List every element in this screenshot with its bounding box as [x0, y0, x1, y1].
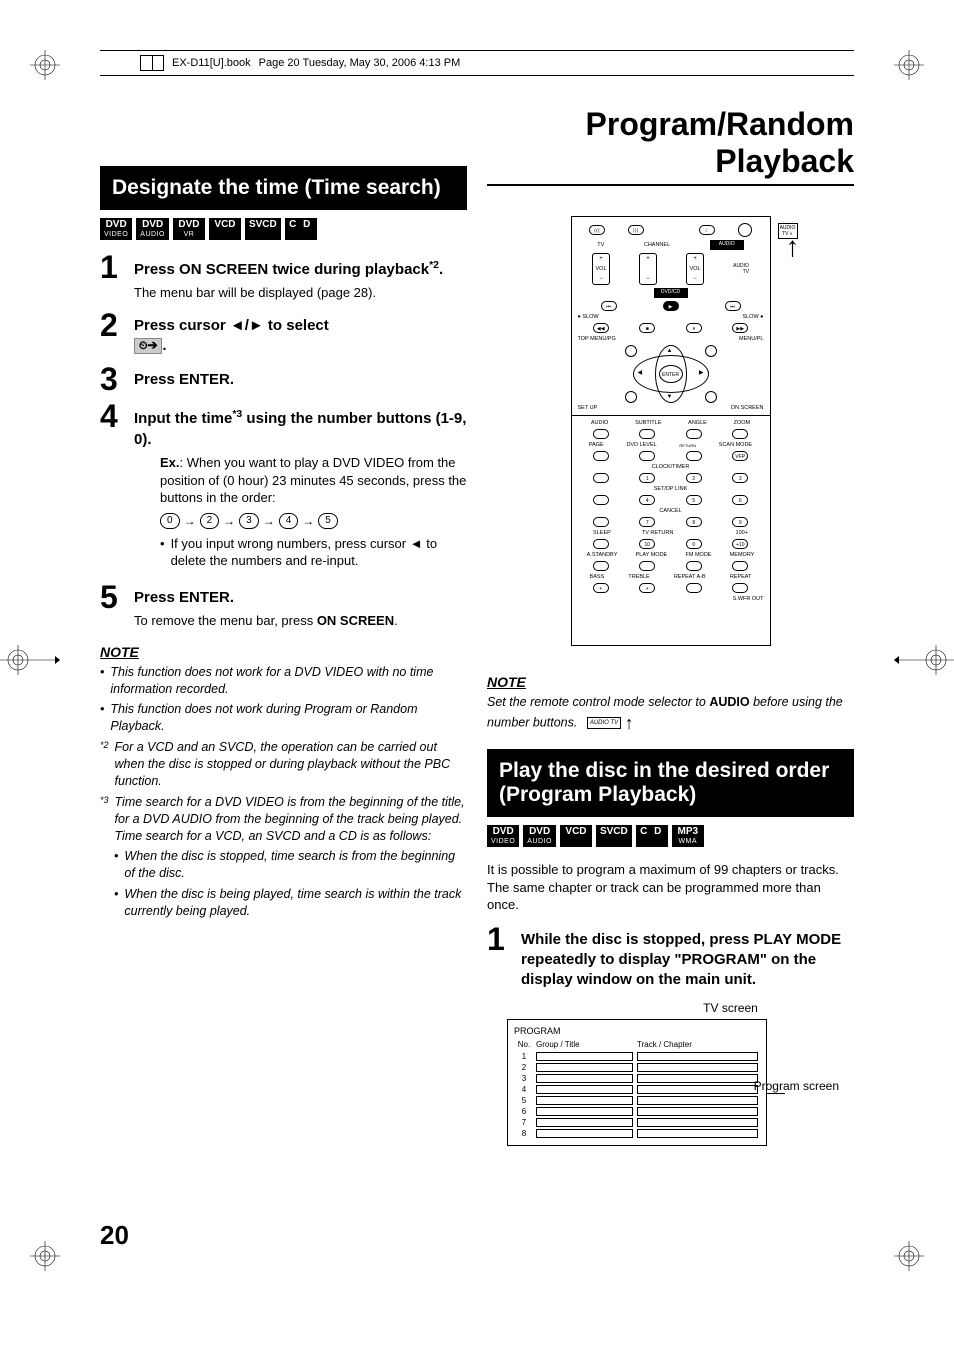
- format-badge: MP3WMA: [672, 825, 704, 847]
- program-screen-label: Program screen: [754, 1079, 839, 1093]
- arrow-up-icon: ↑: [786, 231, 800, 263]
- crop-mark-tr: [894, 50, 924, 80]
- format-badge: DVDVIDEO: [100, 218, 132, 240]
- format-badge: VCD: [560, 825, 592, 847]
- tv-screen: PROGRAM No. Group / Title Track / Chapte…: [507, 1019, 767, 1146]
- step-2-1: 1 While the disc is stopped, press PLAY …: [487, 926, 854, 991]
- number-button-icon: 3: [239, 513, 259, 529]
- crop-mark-left: [0, 640, 60, 670]
- number-button-icon: 4: [279, 513, 299, 529]
- format-badge: SVCD: [245, 218, 281, 240]
- table-row: 3: [514, 1073, 760, 1084]
- format-badge: C D: [285, 218, 317, 240]
- step-main: Press ENTER.: [134, 371, 234, 388]
- note-item: *3Time search for a DVD VIDEO is from th…: [100, 794, 467, 845]
- step-number: 1: [100, 254, 124, 281]
- step: 4 Input the time*3 using the number butto…: [100, 403, 467, 573]
- step-body: Press ENTER. To remove the menu bar, pres…: [134, 584, 467, 630]
- section2-intro: It is possible to program a maximum of 9…: [487, 861, 854, 914]
- step-body: Input the time*3 using the number button…: [134, 403, 467, 573]
- step-main: Press ENTER.: [134, 589, 234, 606]
- step-number: 3: [100, 366, 124, 393]
- crop-mark-bl: [30, 1241, 60, 1271]
- table-row: 2: [514, 1062, 760, 1073]
- format-badge: C D: [636, 825, 668, 847]
- step-number: 1: [487, 926, 511, 953]
- crop-mark-br: [894, 1241, 924, 1271]
- mode-selector-icon-small: AUDIO TV: [587, 717, 621, 729]
- step-example: Ex.: When you want to play a DVD VIDEO f…: [160, 454, 467, 507]
- note-item: *2For a VCD and an SVCD, the operation c…: [100, 739, 467, 790]
- step-body: Press ENTER.: [134, 366, 467, 390]
- crop-mark-right: [894, 640, 954, 670]
- format-badge: DVDVR: [173, 218, 205, 240]
- step-number: 2: [100, 312, 124, 339]
- table-row: 4: [514, 1084, 760, 1095]
- step-body: Press cursor ◄/► to select ⏲➔.: [134, 312, 467, 357]
- section1-heading: Designate the time (Time search): [100, 166, 467, 210]
- book-icon: [140, 55, 164, 71]
- right-column: Program/Random Playback AUDIO TV ◐ ↑ ⟨⟨⟨…: [487, 106, 854, 1146]
- number-button-icon: 2: [200, 513, 220, 529]
- note-heading: NOTE: [100, 644, 467, 660]
- left-column: Designate the time (Time search) DVDVIDE…: [100, 106, 467, 1146]
- format-badge: DVDAUDIO: [523, 825, 556, 847]
- header-filename: EX-D11[U].book: [172, 57, 251, 69]
- step-sub: To remove the menu bar, press ON SCREEN.: [134, 612, 467, 630]
- format-badge: DVDAUDIO: [136, 218, 169, 240]
- note-list: •This function does not work for a DVD V…: [100, 664, 467, 920]
- table-row: 1: [514, 1051, 760, 1062]
- number-button-icon: 0: [160, 513, 180, 529]
- step: 3 Press ENTER.: [100, 366, 467, 393]
- format-badge: VCD: [209, 218, 241, 240]
- step-bullet-list: If you input wrong numbers, press cursor…: [160, 535, 467, 570]
- remote-note-heading: NOTE: [487, 674, 854, 690]
- note-item: •This function does not work during Prog…: [100, 701, 467, 735]
- step-main: While the disc is stopped, press PLAY MO…: [521, 931, 841, 989]
- step-main: Press cursor ◄/► to select ⏲➔.: [134, 317, 329, 354]
- page-title: Program/Random Playback: [487, 106, 854, 180]
- remote-note-text: Set the remote control mode selector to …: [487, 694, 854, 735]
- time-goto-icon: ⏲➔: [134, 338, 162, 355]
- step-sub: The menu bar will be displayed (page 28)…: [134, 284, 467, 302]
- step: 1 Press ON SCREEN twice during playback*2…: [100, 254, 467, 302]
- format-badge: DVDVIDEO: [487, 825, 519, 847]
- arrow-up-icon-small: ↑: [625, 713, 634, 733]
- section1-badges: DVDVIDEODVDAUDIODVDVRVCDSVCDC D: [100, 218, 467, 240]
- section2-badges: DVDVIDEODVDAUDIOVCDSVCDC DMP3WMA: [487, 825, 854, 847]
- crop-mark-tl: [30, 50, 60, 80]
- table-row: 8: [514, 1128, 760, 1139]
- tv-screen-label: TV screen: [607, 1001, 854, 1015]
- step-body: Press ON SCREEN twice during playback*2.…: [134, 254, 467, 302]
- header-meta: EX-D11[U].book Page 20 Tuesday, May 30, …: [100, 50, 854, 76]
- table-row: 7: [514, 1117, 760, 1128]
- title-rule: [487, 184, 854, 186]
- step-number: 5: [100, 584, 124, 611]
- step: 5 Press ENTER. To remove the menu bar, pre…: [100, 584, 467, 630]
- step-number: 4: [100, 403, 124, 430]
- step-main: Press ON SCREEN twice during playback*2.: [134, 261, 443, 278]
- format-badge: SVCD: [596, 825, 632, 847]
- note-subitem: •When the disc is stopped, time search i…: [114, 848, 467, 882]
- program-label: PROGRAM: [514, 1026, 760, 1036]
- section2-heading: Play the disc in the desired order (Prog…: [487, 749, 854, 817]
- button-sequence: 0→2→3→4→5: [160, 513, 467, 529]
- note-subitem: •When the disc is being played, time sea…: [114, 886, 467, 920]
- remote-diagram: AUDIO TV ◐ ↑ ⟨⟨⟨⟩⟩⟩☾ TVCHANNELAUDIO +VOL…: [571, 216, 771, 646]
- table-row: 5: [514, 1095, 760, 1106]
- header-pageinfo: Page 20 Tuesday, May 30, 2006 4:13 PM: [259, 57, 461, 69]
- program-table: No. Group / Title Track / Chapter 123456…: [514, 1040, 760, 1139]
- note-item: •This function does not work for a DVD V…: [100, 664, 467, 698]
- page-number: 20: [100, 1220, 129, 1251]
- step-main: Input the time*3 using the number button…: [134, 410, 466, 447]
- number-button-icon: 5: [318, 513, 338, 529]
- table-row: 6: [514, 1106, 760, 1117]
- step: 2 Press cursor ◄/► to select ⏲➔.: [100, 312, 467, 357]
